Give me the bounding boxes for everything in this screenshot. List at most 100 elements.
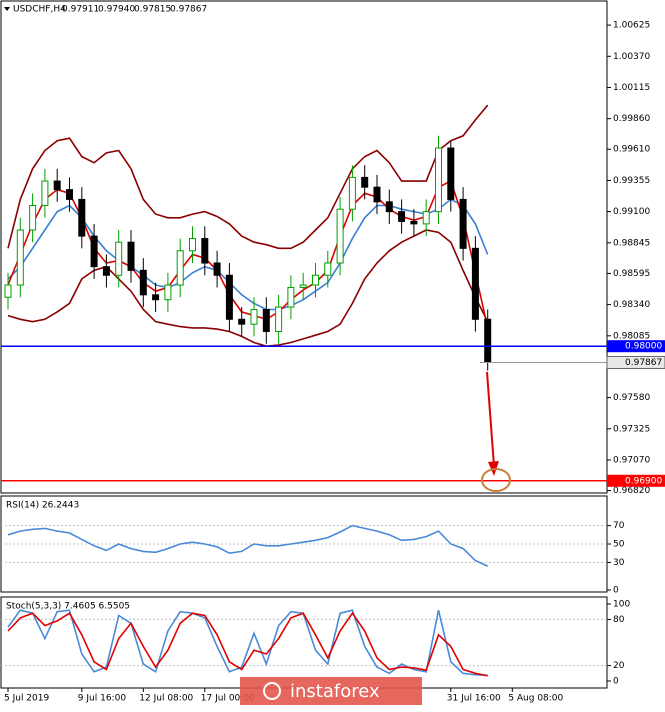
ohlc-low: 0.97815: [134, 5, 171, 15]
candle-body: [312, 274, 319, 286]
candle-body: [102, 266, 110, 276]
candle-body: [398, 211, 406, 222]
collapse-icon[interactable]: [4, 7, 10, 11]
y-tick-label: 0.97580: [613, 393, 650, 403]
level-label-box: [607, 474, 665, 487]
watermark: instaforex: [240, 677, 422, 705]
indicator-line: [7, 524, 489, 567]
y-tick-label: 30: [613, 558, 625, 568]
candle-body: [262, 309, 270, 333]
candle-body: [201, 238, 209, 264]
watermark-text: instaforex: [290, 681, 380, 702]
candle-body: [250, 309, 258, 325]
x-tick-label: 31 Jul 16:00: [447, 694, 501, 704]
x-tick-label: 5 Aug 08:00: [508, 694, 563, 704]
indicator-line: [7, 179, 489, 329]
y-tick-label: 0: [613, 586, 619, 596]
candle-body: [152, 294, 160, 301]
indicator-line: [7, 229, 489, 348]
candle-body: [213, 262, 221, 276]
candle-body: [299, 284, 307, 288]
candle-body: [238, 318, 246, 325]
candle-body: [29, 205, 37, 231]
y-tick-label: 50: [613, 540, 625, 550]
candle-body: [4, 284, 12, 298]
price-label: 0.97867: [625, 358, 662, 368]
y-tick-label: 0.98085: [613, 331, 650, 341]
y-tick-label: 0.99100: [613, 207, 650, 217]
ohlc-high: 0.97940: [98, 5, 135, 15]
y-tick-label: 0.99610: [613, 145, 650, 155]
y-tick-label: 0.98845: [613, 238, 650, 248]
candle-body: [41, 180, 49, 207]
y-tick-label: 1.00370: [613, 52, 650, 62]
candle-body: [90, 235, 98, 268]
candle-body: [447, 147, 455, 200]
candle-body: [336, 208, 344, 264]
y-tick-label: 1.00625: [613, 21, 650, 31]
y-tick-label: 70: [613, 521, 625, 531]
watermark-logo: [263, 682, 281, 700]
candle-body: [422, 211, 430, 225]
candle-body: [127, 241, 135, 271]
y-tick-label: 0.99860: [613, 114, 650, 124]
y-tick-label: 0.96820: [613, 486, 650, 496]
candle-body: [361, 176, 369, 188]
candle-body: [348, 176, 356, 210]
y-tick-label: 0.98340: [613, 300, 650, 310]
candle-body: [16, 229, 24, 286]
level-label: 0.98000: [625, 342, 662, 352]
y-tick-label: 80: [613, 615, 625, 625]
indicator-line: [7, 104, 489, 250]
candle-body: [287, 286, 295, 308]
arrow-shaft: [486, 371, 495, 467]
x-tick-label: 12 Jul 08:00: [139, 694, 193, 704]
candle-body: [373, 186, 381, 203]
candle-body: [66, 189, 73, 200]
y-tick-label: 0.97325: [613, 424, 650, 434]
ohlc-open: 0.97911: [62, 5, 99, 15]
x-tick-label: 9 Jul 16:00: [78, 694, 127, 704]
candle-body: [324, 262, 332, 276]
y-tick-label: 0.97070: [613, 455, 650, 465]
indicator-line: [7, 611, 488, 677]
candle-body: [435, 147, 442, 213]
header: USDCHF,H4 0.97911 0.97940 0.97815 0.9786…: [13, 5, 207, 15]
candle-body: [410, 220, 418, 225]
stoch-title: Stoch(5,3,3) 7.4605 6.5505: [6, 602, 130, 612]
candle-body: [484, 318, 492, 363]
indicator-line: [7, 198, 489, 311]
target-circle: [481, 468, 511, 492]
candle-body: [139, 269, 147, 296]
candle-body: [275, 306, 283, 333]
candle-body: [176, 250, 184, 286]
price-label-box: [606, 355, 665, 369]
y-tick-label: 100: [613, 600, 630, 610]
candle-body: [225, 274, 233, 320]
candle-body: [115, 241, 123, 276]
y-tick-label: 0.98595: [613, 269, 650, 279]
level-label-box: [607, 340, 665, 353]
y-tick-label: 0.99355: [613, 176, 650, 186]
level-label: 0.96900: [625, 476, 662, 486]
symbol: USDCHF,H4: [13, 5, 66, 15]
candle-body: [53, 180, 61, 191]
x-tick-label: 5 Jul 2019: [4, 694, 49, 704]
candle-body: [471, 247, 479, 320]
candle-body: [164, 284, 172, 301]
main-panel-frame: [0, 0, 608, 494]
candle-body: [459, 198, 467, 249]
y-tick-label: 1.00115: [613, 83, 650, 93]
y-tick-label: 0: [613, 677, 619, 687]
annotation: [481, 371, 511, 492]
y-tick-label: 20: [613, 661, 625, 671]
candle-body: [189, 238, 196, 252]
candle-body: [385, 201, 393, 213]
ohlc-close: 0.97867: [170, 5, 207, 15]
plot-layer: 1.00625 1.00370 1.00115 0.99860 0.99610 0.993…: [1, 21, 665, 704]
candle-body: [78, 198, 86, 237]
rsi-title: RSI(14) 26.2443: [6, 501, 79, 511]
x-tick-label: 17 Jul 00:00: [201, 694, 255, 704]
